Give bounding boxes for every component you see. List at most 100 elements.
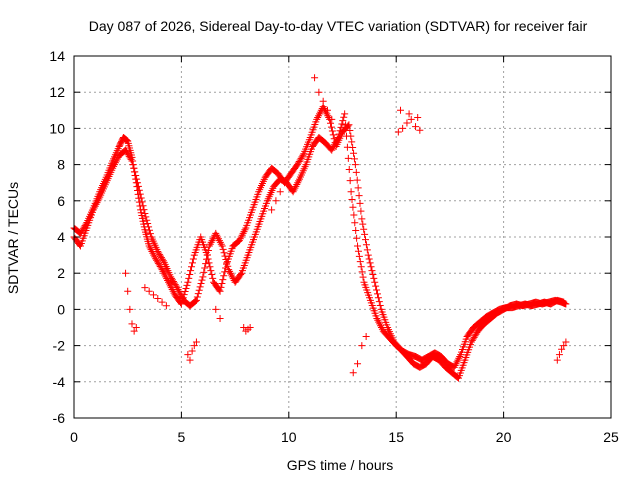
data-point [183,281,191,289]
data-point [351,161,359,169]
data-point [354,247,362,255]
data-point [338,120,346,128]
data-point [354,242,362,250]
data-point [289,188,297,196]
data-point [333,135,341,143]
data-point [112,157,120,165]
data-point [237,233,245,241]
x-tick-label: 15 [388,429,404,445]
data-point [143,216,151,224]
data-point [357,207,365,215]
data-point [206,240,214,248]
data-point [215,235,223,243]
data-point [341,110,349,118]
data-point [334,133,342,141]
data-point [360,225,368,233]
data-point [353,234,361,242]
data-point [111,159,119,167]
data-point [140,220,148,228]
data-point [327,119,335,127]
data-point [209,274,217,282]
data-point [450,363,458,371]
data-point [134,179,142,187]
data-point [201,264,209,272]
data-point [205,242,213,250]
data-point [192,296,200,304]
data-point [225,266,233,274]
data-point [357,263,365,271]
data-point [414,114,422,122]
x-tick-label: 5 [178,429,186,445]
data-point [194,290,202,298]
data-point [329,144,337,152]
data-point [268,206,276,214]
data-point [375,318,383,326]
data-point [133,175,141,183]
data-point [226,269,234,277]
data-point [113,155,121,163]
data-point [132,171,140,179]
data-point [320,104,328,112]
y-axis-label: SDTVAR / TECUs [5,182,21,294]
data-point [455,354,463,362]
data-point [377,324,385,331]
data-point [89,206,97,214]
data-point [323,106,331,114]
data-point [354,360,362,368]
data-point [162,302,170,310]
data-point [202,260,210,268]
data-point [363,246,371,254]
data-point [293,181,301,189]
data-point [222,255,230,263]
data-point [240,324,248,331]
data-point [358,342,366,350]
data-point [159,257,167,265]
data-point [371,278,379,286]
data-points [70,74,570,382]
data-point [90,204,98,212]
y-tick-label: -4 [53,374,66,390]
data-point [185,274,193,282]
y-tick-label: 8 [57,157,65,173]
data-point [331,141,339,149]
data-point [328,146,336,154]
data-point [336,127,344,135]
x-axis-label: GPS time / hours [287,457,394,473]
data-point [206,263,214,271]
data-point [160,269,168,277]
data-point [124,287,132,295]
data-point [339,117,347,125]
data-point [181,288,189,296]
data-point [344,154,352,162]
data-point [553,356,561,364]
data-point [412,123,420,131]
data-point [216,314,224,322]
data-point [178,293,186,301]
data-point [176,289,184,297]
data-point [220,272,228,280]
data-point [110,162,118,170]
data-point [198,276,206,284]
data-point [348,138,356,146]
data-point [348,196,356,204]
data-point [560,342,568,350]
data-point [359,220,367,228]
data-point [127,155,135,163]
y-tick-label: 4 [57,229,65,245]
data-point [343,143,351,151]
data-point [327,123,335,131]
x-tick-label: 20 [496,429,512,445]
data-point [111,161,119,169]
data-point [177,291,185,299]
data-point [141,284,149,292]
data-point [165,278,173,286]
data-point [165,280,173,288]
data-point [128,320,136,328]
data-point [146,230,154,238]
data-point [223,259,231,267]
data-point [328,115,336,123]
data-point [109,164,117,172]
data-point [376,302,384,310]
data-point [212,229,220,237]
